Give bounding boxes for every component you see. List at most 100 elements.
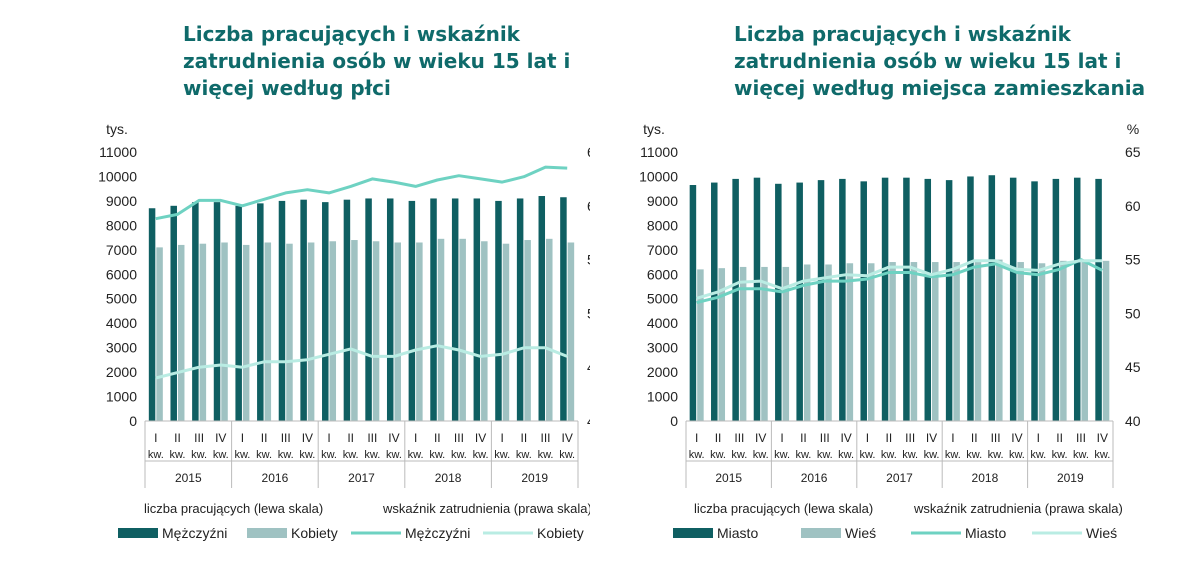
year-label: 2019: [521, 471, 548, 485]
left-tick-label: 9000: [647, 193, 678, 209]
left-tick-label: 5000: [106, 291, 137, 307]
bar-0-s1: [372, 241, 380, 421]
bar-0-s1: [329, 241, 337, 421]
legend-label: Wieś: [845, 525, 876, 541]
quarter-label-kw: kw.: [924, 449, 940, 461]
bar-0-s0: [408, 200, 416, 421]
bar-1-s0: [1009, 177, 1017, 421]
quarter-label-kw: kw.: [689, 449, 705, 461]
bar-0-s0: [451, 198, 459, 421]
bar-0-s0: [560, 197, 567, 421]
quarter-label: III: [820, 431, 830, 445]
year-label: 2019: [1057, 471, 1084, 485]
line-series-1: [155, 344, 568, 380]
bar-1-s1: [718, 268, 726, 421]
quarter-label-kw: kw.: [343, 449, 359, 461]
right-tick-label: 45: [1125, 359, 1141, 375]
bar-1-s0: [817, 180, 825, 421]
left-tick-label: 3000: [647, 340, 678, 356]
left-tick-label: 7000: [106, 242, 137, 258]
bar-1-s0: [945, 180, 953, 421]
left-tick-label: 3000: [106, 340, 137, 356]
bar-0-s1: [567, 242, 575, 421]
left-tick-label: 1000: [647, 389, 678, 405]
right-tick-label: 55: [1125, 252, 1141, 268]
bar-1-s0: [1095, 178, 1102, 421]
quarter-label: I: [780, 431, 783, 445]
bar-0-s1: [221, 242, 228, 421]
bar-1-s1: [974, 259, 982, 421]
bar-1-s0: [775, 183, 782, 421]
bar-0-s1: [546, 238, 553, 421]
left-tick-label: 6000: [647, 266, 678, 282]
bar-0-s0: [430, 198, 437, 421]
legend-label: Wieś: [1086, 525, 1117, 541]
legend-swatch-bar0: [673, 528, 713, 538]
bar-0-s0: [495, 200, 502, 421]
quarter-label: III: [194, 431, 204, 445]
quarter-label: IV: [926, 431, 937, 445]
chart-panel-residence: Liczba pracujących i wskaźnik zatrudnien…: [596, 0, 1186, 562]
quarter-label-kw: kw.: [731, 449, 747, 461]
quarter-label-kw: kw.: [881, 449, 897, 461]
bar-1-s1: [1038, 263, 1046, 421]
bar-0-s0: [235, 205, 242, 421]
quarter-label-kw: kw.: [795, 449, 811, 461]
chart-panel-gender: Liczba pracujących i wskaźnik zatrudnien…: [0, 0, 590, 562]
quarter-label: I: [695, 431, 698, 445]
chart-title: Liczba pracujących i wskaźnik zatrudnien…: [734, 22, 1146, 100]
right-axis-unit: %: [1127, 121, 1139, 137]
quarter-label: IV: [215, 431, 226, 445]
quarter-label: IV: [302, 431, 313, 445]
quarter-label: II: [174, 431, 181, 445]
right-tick-label: 40: [1125, 413, 1141, 429]
right-tick-label: 50: [587, 305, 590, 321]
bar-1-s1: [1017, 262, 1024, 421]
bar-0-s0: [343, 199, 351, 421]
quarter-label-kw: kw.: [774, 449, 790, 461]
bar-1-s1: [867, 263, 875, 421]
bar-1-s1: [932, 262, 939, 421]
bar-1-s1: [697, 269, 704, 421]
quarter-label-kw: kw.: [710, 449, 726, 461]
quarter-label-kw: kw.: [817, 449, 833, 461]
bar-1-s0: [711, 182, 718, 421]
quarter-label-kw: kw.: [299, 449, 315, 461]
quarter-label-kw: kw.: [451, 449, 467, 461]
bar-0-s1: [307, 242, 315, 421]
bar-0-s1: [156, 247, 163, 421]
quarter-label: IV: [475, 431, 486, 445]
bar-1-s1: [761, 266, 768, 421]
right-tick-label: 40: [587, 413, 590, 429]
legend-group-left: liczba pracujących (lewa skala): [694, 501, 873, 516]
year-label: 2017: [886, 471, 913, 485]
left-tick-label: 2000: [647, 364, 678, 380]
bar-1-s1: [803, 264, 811, 421]
bar-0-s0: [322, 202, 329, 421]
quarter-label-kw: kw.: [386, 449, 402, 461]
bar-0-s0: [278, 200, 286, 421]
bar-1-s1: [953, 262, 960, 421]
year-label: 2016: [262, 471, 289, 485]
bar-1-s0: [732, 178, 739, 421]
right-tick-label: 45: [587, 359, 590, 375]
quarter-label: I: [327, 431, 330, 445]
quarter-label: I: [1037, 431, 1040, 445]
quarter-label: III: [367, 431, 377, 445]
right-tick-label: 60: [587, 198, 590, 214]
bar-0-s0: [148, 208, 156, 421]
bar-1-s1: [782, 266, 790, 421]
left-tick-label: 4000: [647, 315, 678, 331]
bar-0-s1: [264, 242, 272, 421]
quarter-label-kw: kw.: [234, 449, 250, 461]
legend-group-right: wskaźnik zatrudnienia (prawa skala): [913, 501, 1123, 516]
left-tick-label: 6000: [106, 266, 137, 282]
quarter-label: II: [261, 431, 268, 445]
quarter-label: IV: [1011, 431, 1022, 445]
year-label: 2018: [435, 471, 462, 485]
quarter-label-kw: kw.: [364, 449, 380, 461]
legend-label: Kobiety: [291, 525, 338, 541]
legend-group-right: wskaźnik zatrudnienia (prawa skala): [382, 501, 590, 516]
left-tick-label: 0: [670, 413, 678, 429]
bar-0-s1: [481, 241, 488, 421]
